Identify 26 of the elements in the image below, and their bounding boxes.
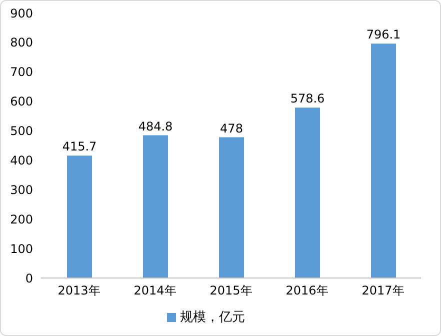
data-label: 796.1 [366, 28, 401, 42]
y-tick-label: 600 [10, 94, 33, 109]
y-tick-label: 900 [10, 6, 33, 20]
data-label: 578.6 [290, 92, 325, 106]
data-label: 484.8 [138, 119, 173, 134]
bar [67, 156, 92, 278]
x-tick-label: 2013年 [58, 284, 100, 298]
y-tick-label: 800 [10, 36, 33, 50]
y-tick-label: 400 [10, 153, 33, 168]
bar [219, 137, 244, 278]
bar [143, 135, 168, 278]
y-tick-label: 200 [10, 212, 33, 226]
x-tick-label: 2014年 [134, 284, 176, 298]
data-label: 478 [220, 121, 243, 136]
x-tick-label: 2017年 [362, 284, 404, 298]
x-tick-label: 2015年 [210, 284, 252, 298]
y-tick-label: 100 [10, 242, 33, 256]
y-tick-label: 500 [10, 124, 33, 138]
y-tick-label: 0 [25, 271, 33, 286]
legend-label: 规模，亿元 [180, 310, 245, 325]
y-tick-label: 300 [10, 182, 33, 197]
bar [371, 44, 396, 278]
bar [295, 108, 320, 278]
y-tick-label: 700 [10, 65, 33, 80]
data-label: 415.7 [62, 140, 97, 154]
x-tick-label: 2016年 [286, 284, 328, 298]
